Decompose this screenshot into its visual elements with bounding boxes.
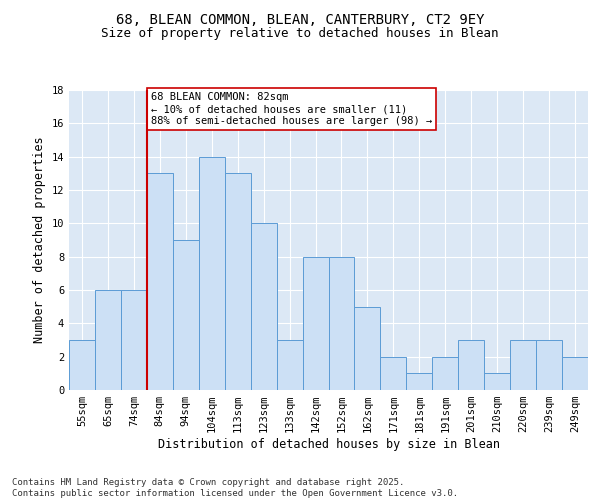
- Bar: [121, 290, 147, 390]
- Text: Contains HM Land Registry data © Crown copyright and database right 2025.
Contai: Contains HM Land Registry data © Crown c…: [12, 478, 458, 498]
- Bar: [147, 174, 173, 390]
- Bar: [380, 356, 406, 390]
- Bar: [510, 340, 536, 390]
- Text: 68 BLEAN COMMON: 82sqm
← 10% of detached houses are smaller (11)
88% of semi-det: 68 BLEAN COMMON: 82sqm ← 10% of detached…: [151, 92, 432, 126]
- Bar: [199, 156, 224, 390]
- Bar: [484, 374, 510, 390]
- Y-axis label: Number of detached properties: Number of detached properties: [33, 136, 46, 344]
- Bar: [69, 340, 95, 390]
- Bar: [406, 374, 432, 390]
- Bar: [433, 356, 458, 390]
- Text: Size of property relative to detached houses in Blean: Size of property relative to detached ho…: [101, 28, 499, 40]
- Bar: [458, 340, 484, 390]
- Bar: [302, 256, 329, 390]
- Bar: [95, 290, 121, 390]
- Bar: [329, 256, 355, 390]
- Bar: [251, 224, 277, 390]
- Bar: [173, 240, 199, 390]
- X-axis label: Distribution of detached houses by size in Blean: Distribution of detached houses by size …: [157, 438, 499, 451]
- Bar: [536, 340, 562, 390]
- Bar: [277, 340, 302, 390]
- Text: 68, BLEAN COMMON, BLEAN, CANTERBURY, CT2 9EY: 68, BLEAN COMMON, BLEAN, CANTERBURY, CT2…: [116, 12, 484, 26]
- Bar: [355, 306, 380, 390]
- Bar: [225, 174, 251, 390]
- Bar: [562, 356, 588, 390]
